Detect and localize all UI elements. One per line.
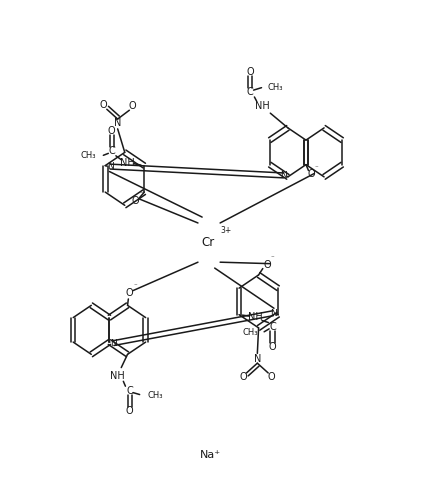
Text: CH₃: CH₃: [268, 83, 283, 92]
Text: N: N: [110, 339, 117, 348]
Text: N: N: [114, 118, 121, 128]
Text: C: C: [108, 146, 115, 156]
Text: O: O: [129, 101, 136, 111]
Text: O: O: [263, 260, 271, 270]
Text: C: C: [126, 386, 133, 396]
Text: O: O: [269, 342, 276, 352]
Text: CH₃: CH₃: [242, 328, 258, 337]
Text: O: O: [307, 170, 315, 179]
Text: N: N: [254, 354, 261, 364]
Text: Na⁺: Na⁺: [200, 450, 221, 460]
Text: O: O: [100, 100, 107, 110]
Text: ⁻: ⁻: [271, 256, 274, 262]
Text: ⁻: ⁻: [139, 192, 143, 198]
Text: O: O: [126, 406, 133, 416]
Text: C: C: [247, 87, 253, 97]
Text: NH: NH: [110, 371, 125, 382]
Text: O: O: [126, 288, 133, 298]
Text: O: O: [246, 68, 254, 77]
Text: ⁻: ⁻: [133, 283, 137, 290]
Text: O: O: [239, 372, 247, 383]
Text: N: N: [280, 171, 287, 180]
Text: Cr: Cr: [202, 236, 215, 249]
Text: NH: NH: [248, 312, 263, 321]
Text: CH₃: CH₃: [147, 390, 163, 399]
Text: O: O: [131, 196, 139, 206]
Text: NH: NH: [256, 101, 270, 111]
Text: ⁻: ⁻: [315, 165, 319, 171]
Text: N: N: [270, 309, 277, 317]
Text: N: N: [107, 162, 114, 171]
Text: 3+: 3+: [220, 226, 232, 235]
Text: O: O: [268, 372, 275, 383]
Text: NH: NH: [120, 158, 135, 168]
Text: CH₃: CH₃: [80, 151, 96, 160]
Text: O: O: [108, 126, 115, 136]
Text: C: C: [269, 322, 276, 332]
